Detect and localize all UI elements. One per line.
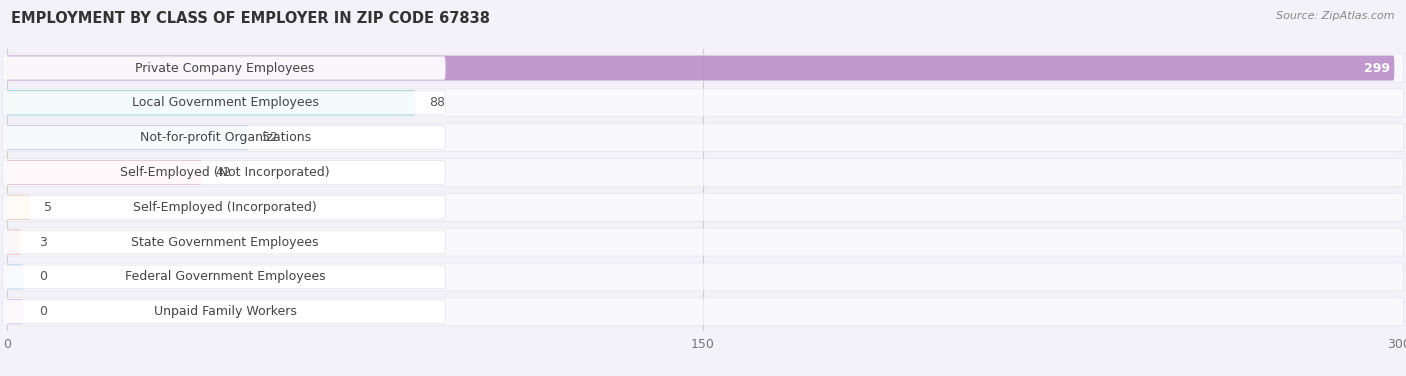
Text: EMPLOYMENT BY CLASS OF EMPLOYER IN ZIP CODE 67838: EMPLOYMENT BY CLASS OF EMPLOYER IN ZIP C… — [11, 11, 491, 26]
FancyBboxPatch shape — [4, 230, 21, 255]
FancyBboxPatch shape — [4, 125, 249, 150]
FancyBboxPatch shape — [4, 126, 446, 150]
FancyBboxPatch shape — [4, 91, 446, 115]
Text: 3: 3 — [39, 236, 48, 249]
FancyBboxPatch shape — [3, 193, 1403, 221]
Text: 299: 299 — [1364, 62, 1389, 74]
FancyBboxPatch shape — [3, 159, 1403, 186]
FancyBboxPatch shape — [4, 299, 24, 324]
Text: Not-for-profit Organizations: Not-for-profit Organizations — [139, 131, 311, 144]
Text: 42: 42 — [217, 166, 232, 179]
FancyBboxPatch shape — [4, 90, 415, 115]
Text: 0: 0 — [39, 305, 48, 318]
FancyBboxPatch shape — [4, 56, 1395, 80]
Text: 88: 88 — [429, 96, 446, 109]
Text: 5: 5 — [44, 201, 52, 214]
FancyBboxPatch shape — [4, 264, 24, 290]
FancyBboxPatch shape — [3, 54, 1403, 82]
FancyBboxPatch shape — [4, 300, 446, 324]
Text: 52: 52 — [262, 131, 278, 144]
Text: Private Company Employees: Private Company Employees — [135, 62, 315, 74]
FancyBboxPatch shape — [3, 124, 1403, 152]
Text: State Government Employees: State Government Employees — [131, 236, 319, 249]
FancyBboxPatch shape — [4, 230, 446, 254]
Text: Self-Employed (Incorporated): Self-Employed (Incorporated) — [134, 201, 316, 214]
FancyBboxPatch shape — [4, 195, 31, 220]
FancyBboxPatch shape — [3, 228, 1403, 256]
FancyBboxPatch shape — [3, 89, 1403, 117]
Text: Federal Government Employees: Federal Government Employees — [125, 270, 325, 284]
FancyBboxPatch shape — [4, 265, 446, 289]
Text: Source: ZipAtlas.com: Source: ZipAtlas.com — [1277, 11, 1395, 21]
Text: Local Government Employees: Local Government Employees — [132, 96, 319, 109]
Text: 0: 0 — [39, 270, 48, 284]
FancyBboxPatch shape — [3, 298, 1403, 326]
FancyBboxPatch shape — [4, 161, 446, 184]
FancyBboxPatch shape — [4, 56, 446, 80]
Text: Self-Employed (Not Incorporated): Self-Employed (Not Incorporated) — [121, 166, 330, 179]
Text: Unpaid Family Workers: Unpaid Family Workers — [153, 305, 297, 318]
FancyBboxPatch shape — [4, 196, 446, 219]
FancyBboxPatch shape — [3, 263, 1403, 291]
FancyBboxPatch shape — [4, 160, 202, 185]
